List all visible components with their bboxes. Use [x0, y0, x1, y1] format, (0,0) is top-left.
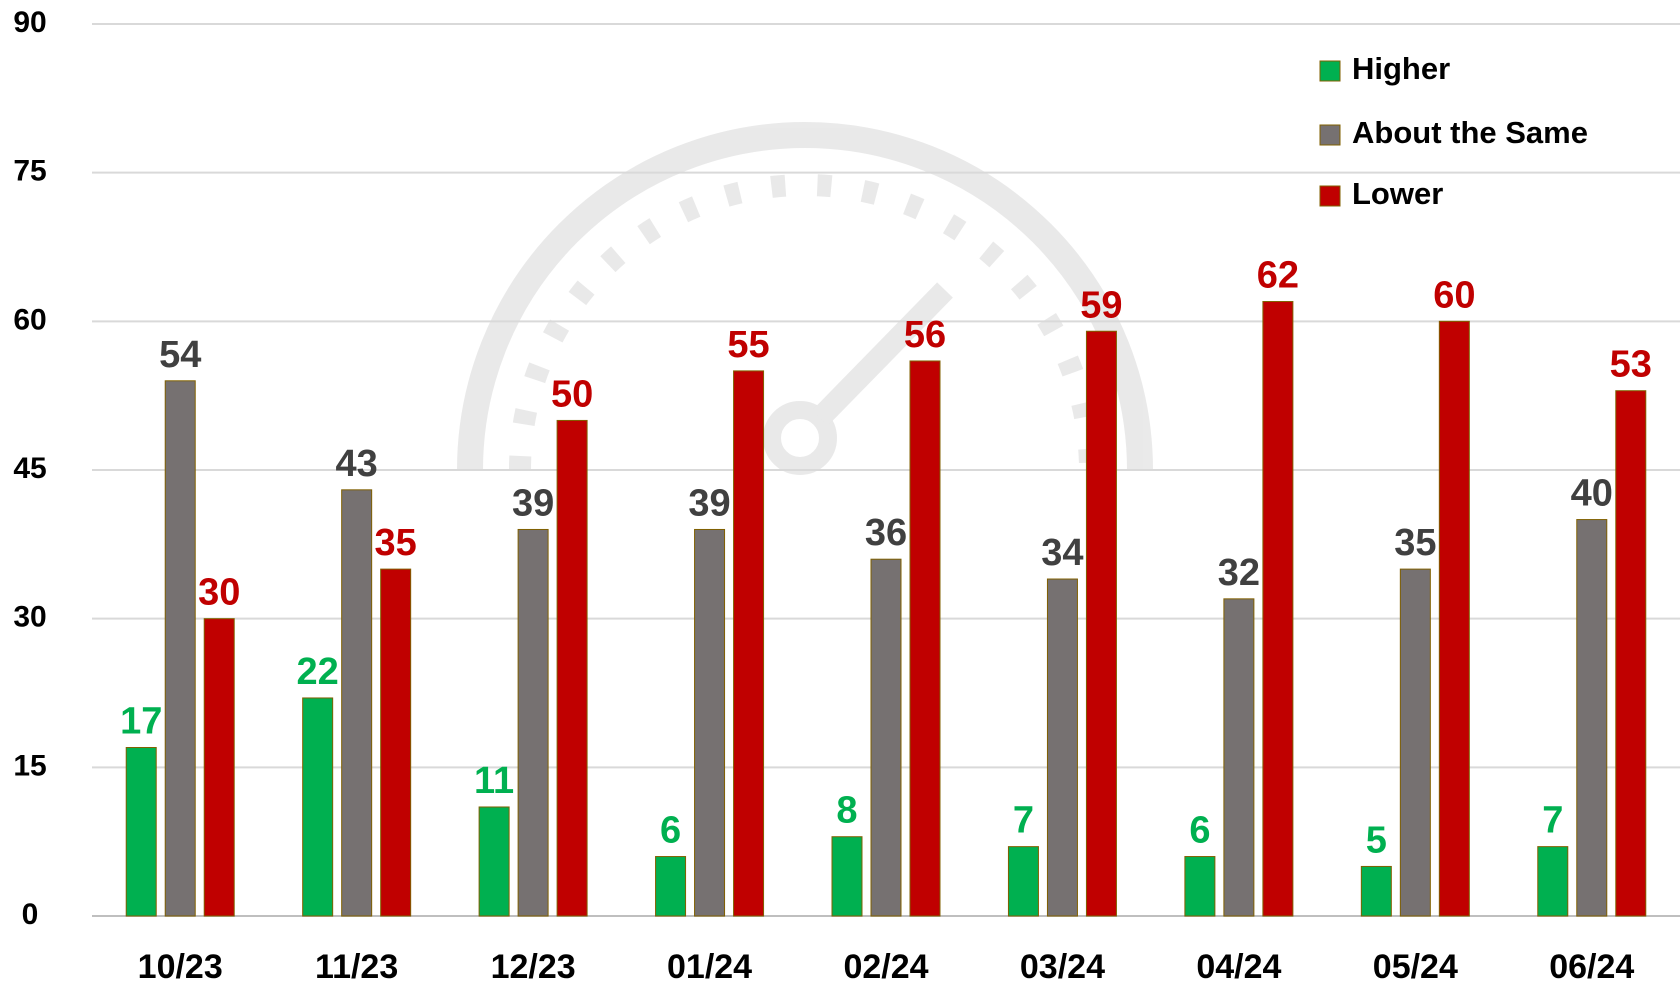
value-label: 35: [375, 522, 417, 564]
value-label: 40: [1571, 473, 1613, 515]
bar: [1361, 866, 1391, 916]
bar: [1439, 321, 1469, 916]
bar: [1086, 331, 1116, 916]
value-label: 53: [1610, 344, 1652, 386]
bar: [832, 837, 862, 916]
value-label: 6: [660, 810, 681, 852]
bar: [557, 420, 587, 916]
x-tick-label: 02/24: [843, 948, 928, 986]
bar: [1538, 847, 1568, 916]
y-tick-label: 60: [13, 303, 46, 336]
value-label: 39: [688, 482, 730, 524]
value-label: 17: [120, 701, 162, 743]
y-tick-label: 15: [13, 749, 46, 782]
legend-swatch: [1320, 186, 1340, 206]
bar: [734, 371, 764, 916]
bar: [1400, 569, 1430, 916]
value-label: 11: [474, 760, 514, 802]
bar: [1047, 579, 1077, 916]
bar: [1008, 847, 1038, 916]
watermark: [470, 135, 1140, 470]
bar: [126, 748, 156, 916]
value-label: 8: [836, 790, 857, 832]
value-label: 55: [727, 324, 769, 366]
bar: [656, 857, 686, 916]
x-tick-label: 11/23: [315, 948, 398, 986]
bar: [479, 807, 509, 916]
x-tick-label: 06/24: [1549, 948, 1634, 986]
value-label: 54: [159, 334, 201, 376]
bar: [695, 529, 725, 916]
bar: [204, 619, 234, 916]
x-tick-label: 12/23: [491, 948, 576, 986]
bar: [342, 490, 372, 916]
value-label: 30: [198, 572, 240, 614]
legend-label: About the Same: [1352, 115, 1588, 150]
legend-label: Lower: [1352, 176, 1443, 211]
value-label: 59: [1080, 284, 1122, 326]
value-label: 60: [1433, 274, 1475, 316]
x-tick-label: 01/24: [667, 948, 752, 986]
x-tick-label: 05/24: [1373, 948, 1458, 986]
bar: [1185, 857, 1215, 916]
value-label: 39: [512, 482, 554, 524]
bar: [381, 569, 411, 916]
value-label: 6: [1189, 810, 1210, 852]
bar: [1577, 520, 1607, 916]
legend-swatch: [1320, 61, 1340, 81]
value-label: 32: [1218, 552, 1260, 594]
y-tick-label: 75: [13, 155, 46, 188]
bar: [1224, 599, 1254, 916]
x-tick-label: 04/24: [1196, 948, 1281, 986]
y-tick-label: 90: [13, 6, 46, 39]
y-tick-label: 45: [13, 452, 46, 485]
y-tick-label: 0: [22, 898, 39, 931]
value-label: 34: [1041, 532, 1083, 574]
bar: [165, 381, 195, 916]
legend-swatch: [1320, 125, 1340, 145]
bar: [1616, 391, 1646, 916]
value-label: 50: [551, 373, 593, 415]
value-label: 43: [336, 443, 378, 485]
value-label: 7: [1013, 800, 1034, 842]
value-label: 36: [865, 512, 907, 554]
value-label: 5: [1366, 819, 1387, 861]
x-tick-label: 10/23: [138, 948, 223, 986]
bar: [910, 361, 940, 916]
bar: [518, 529, 548, 916]
value-label: 35: [1394, 522, 1436, 564]
value-label: 62: [1257, 255, 1299, 297]
bar: [1263, 302, 1293, 916]
value-label: 7: [1542, 800, 1563, 842]
value-label: 56: [904, 314, 946, 356]
value-label: 22: [297, 651, 339, 693]
legend-label: Higher: [1352, 51, 1450, 86]
y-tick-label: 30: [13, 601, 46, 634]
bar: [303, 698, 333, 916]
chart: 015304560759010/2317543011/2322433512/23…: [0, 0, 1680, 991]
x-tick-label: 03/24: [1020, 948, 1105, 986]
bar: [871, 559, 901, 916]
